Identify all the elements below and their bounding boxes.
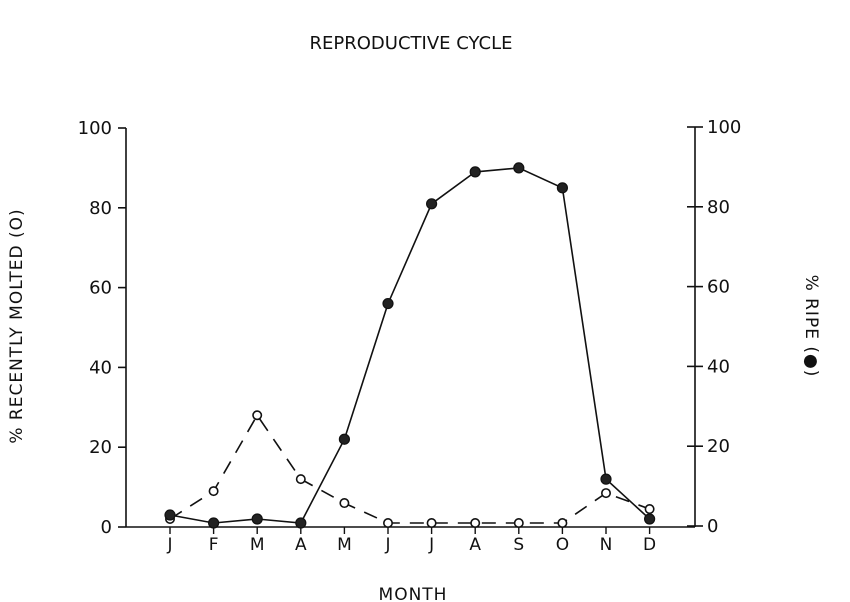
month-label: J: [428, 535, 434, 555]
ripe-point: [382, 297, 394, 310]
chart-title: REPRODUCTIVE CYCLE: [310, 33, 513, 54]
molted-point: [513, 518, 524, 529]
ripe-point: [643, 513, 656, 525]
ripe-point: [469, 166, 481, 178]
molted-line: [169, 413, 650, 524]
month-label: F: [209, 535, 219, 555]
molted-point: [252, 410, 263, 421]
ripe-point: [164, 509, 176, 521]
molted-point: [470, 518, 481, 529]
left-tick-label: 60: [89, 278, 112, 299]
month-label: S: [513, 535, 524, 555]
right-tick-label: 100: [707, 117, 741, 138]
molted-point: [208, 486, 219, 497]
month-label: J: [384, 535, 390, 555]
left-tick-label: 40: [89, 357, 112, 378]
molted-point: [295, 474, 306, 485]
ripe-point: [338, 433, 350, 445]
ripe-point: [295, 517, 307, 529]
ripe-point: [426, 198, 438, 210]
series-molted: [165, 410, 655, 529]
left-tick-label: 100: [78, 118, 112, 139]
month-label: O: [556, 535, 569, 555]
month-label: M: [250, 535, 265, 555]
series-ripe: [164, 162, 656, 529]
right-y-ticks: 0 20 40 60 80 100: [687, 117, 741, 537]
month-label: J: [166, 535, 172, 555]
month-label: A: [295, 535, 307, 555]
ripe-point: [251, 513, 263, 525]
left-tick-label: 80: [89, 198, 112, 219]
ripe-point: [513, 162, 525, 174]
right-y-axis-title: % RIPE (●): [801, 275, 821, 378]
month-label: N: [600, 535, 613, 555]
right-tick-label: 20: [707, 436, 730, 457]
left-tick-label: 0: [101, 517, 112, 538]
left-y-axis-title: % RECENTLY MOLTED (O): [7, 208, 27, 443]
ripe-line: [169, 167, 651, 524]
ripe-point: [600, 473, 612, 485]
molted-point: [339, 498, 350, 509]
molted-point: [644, 504, 655, 515]
ripe-point: [556, 182, 569, 194]
axes: [125, 127, 696, 528]
right-tick-label: 60: [707, 277, 730, 298]
right-tick-label: 0: [707, 516, 718, 537]
right-tick-label: 40: [707, 356, 730, 377]
left-tick-label: 20: [89, 437, 112, 458]
left-y-ticks: 0 20 40 60 80 100: [78, 118, 126, 538]
x-axis-title: MONTH: [379, 585, 448, 602]
molted-point: [557, 518, 568, 529]
month-label: M: [337, 535, 352, 555]
molted-point: [600, 488, 611, 499]
molted-point: [426, 518, 437, 529]
right-tick-label: 80: [707, 197, 730, 218]
ripe-point: [208, 517, 220, 529]
month-label: A: [469, 535, 481, 555]
month-label: D: [643, 535, 656, 555]
molted-point: [382, 518, 393, 529]
